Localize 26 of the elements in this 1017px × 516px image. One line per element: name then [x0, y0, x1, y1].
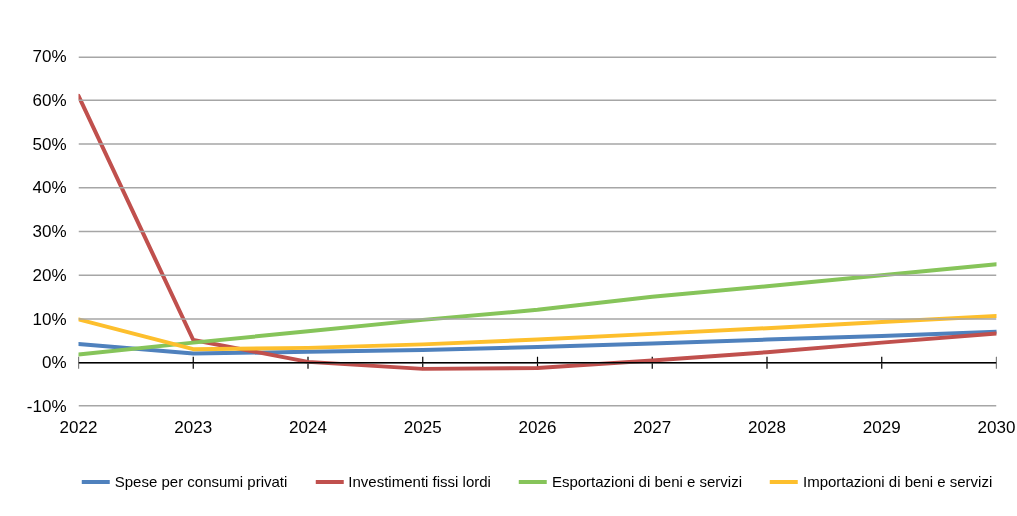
x-tick-label: 2028 [748, 417, 786, 437]
x-tick-label: 2029 [862, 417, 901, 437]
line-series [78, 93, 997, 371]
x-tick-label: 2030 [977, 417, 1016, 437]
x-tick-label: 2027 [633, 417, 672, 437]
x-tick-label: 2022 [59, 417, 98, 437]
y-tick-label: 50% [32, 134, 67, 154]
y-tick-label: 40% [32, 178, 67, 198]
y-tick-label: 60% [32, 90, 67, 110]
x-tick-label: 2024 [289, 417, 327, 437]
y-tick-label: 10% [32, 309, 67, 329]
x-tick-label: 2023 [174, 417, 213, 437]
y-tick-label: 70% [32, 47, 67, 66]
legend-label: Esportazioni di beni e servizi [551, 472, 742, 490]
y-tick-label: -10% [26, 397, 67, 416]
y-tick-label: 20% [32, 265, 67, 285]
line-series [78, 329, 997, 356]
y-tick-label: 0% [41, 353, 67, 373]
legend-label: Importazioni di beni e servizi [802, 472, 993, 490]
line-series [78, 262, 997, 357]
legend-label: Investimenti fissi lordi [348, 472, 491, 490]
legend-label: Spese per consumi privati [114, 472, 288, 490]
x-tick-label: 2025 [403, 417, 442, 437]
line-series [78, 313, 997, 352]
x-tick-label: 2026 [518, 417, 557, 437]
y-tick-label: 30% [32, 222, 67, 241]
